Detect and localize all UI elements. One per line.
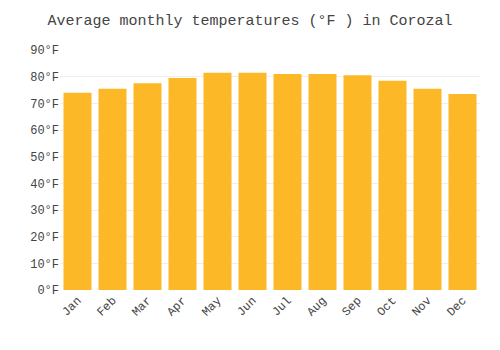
svg-text:Dec: Dec	[444, 294, 469, 319]
svg-text:0°F: 0°F	[37, 284, 59, 298]
svg-text:Jan: Jan	[59, 294, 84, 319]
svg-text:Oct: Oct	[374, 294, 399, 319]
svg-text:90°F: 90°F	[30, 44, 59, 58]
svg-text:Jul: Jul	[269, 294, 294, 319]
svg-text:60°F: 60°F	[30, 124, 59, 138]
svg-text:Aug: Aug	[304, 294, 329, 319]
svg-text:Feb: Feb	[94, 294, 119, 319]
svg-text:40°F: 40°F	[30, 178, 59, 192]
svg-text:Apr: Apr	[164, 294, 189, 319]
svg-text:May: May	[199, 294, 224, 319]
svg-text:Average monthly temperatures (: Average monthly temperatures (°F ) in Co…	[47, 13, 452, 30]
svg-text:10°F: 10°F	[30, 258, 59, 272]
svg-text:80°F: 80°F	[30, 71, 59, 85]
svg-text:Nov: Nov	[409, 294, 434, 319]
svg-text:30°F: 30°F	[30, 204, 59, 218]
svg-text:70°F: 70°F	[30, 98, 59, 112]
svg-text:Sep: Sep	[339, 294, 364, 319]
svg-text:Jun: Jun	[234, 294, 259, 319]
svg-text:50°F: 50°F	[30, 151, 59, 165]
svg-text:20°F: 20°F	[30, 231, 59, 245]
svg-text:Mar: Mar	[129, 294, 154, 319]
